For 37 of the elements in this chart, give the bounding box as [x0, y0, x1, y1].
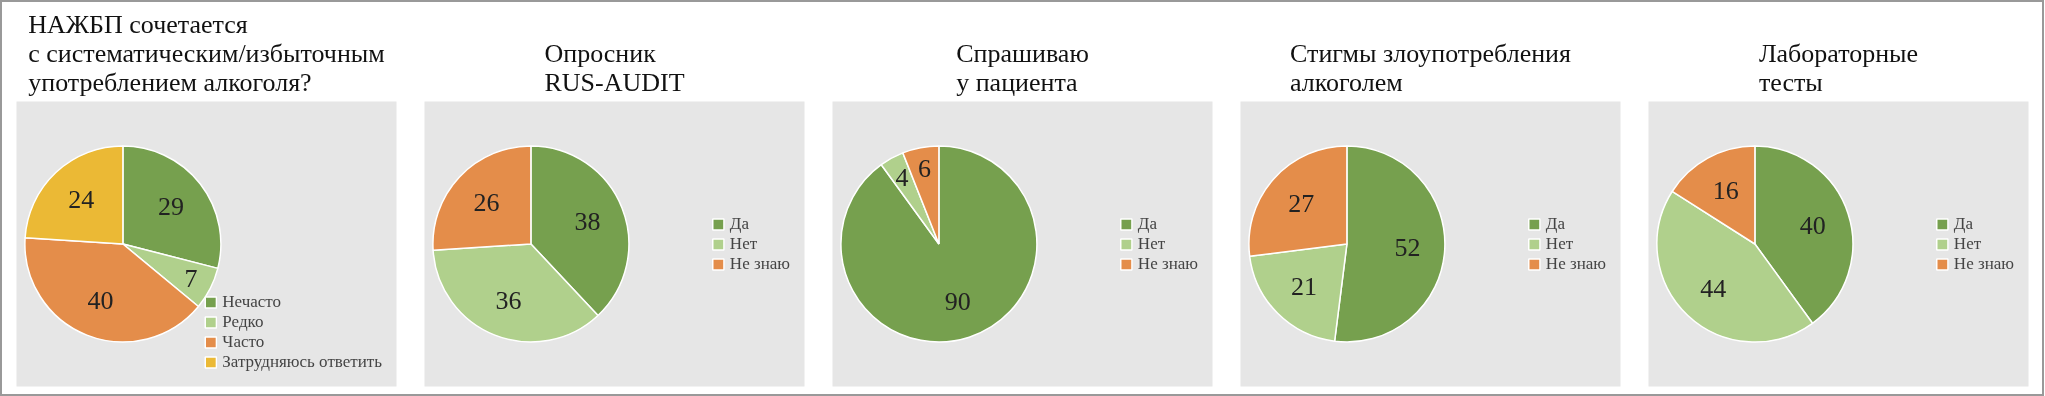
- legend-label: Да: [1953, 213, 1974, 234]
- legend-label: Часто: [222, 332, 265, 352]
- legend-label: Нет: [1137, 233, 1166, 254]
- data-label: 16: [1712, 176, 1739, 206]
- data-label: 21: [1290, 272, 1317, 302]
- legend-label: Не знаю: [1137, 253, 1198, 274]
- chart-title: Лабораторные тесты: [1758, 38, 1919, 97]
- data-label: 40: [87, 285, 114, 315]
- chart-title: Стигмы злоупотребления алкоголем: [1290, 38, 1572, 97]
- data-label: 24: [68, 185, 95, 215]
- legend-label: Нет: [1953, 233, 1982, 254]
- data-label: 27: [1288, 189, 1315, 219]
- data-label: 36: [495, 285, 522, 315]
- data-label: 40: [1799, 210, 1826, 240]
- legend-label: Затрудняюсь ответить: [222, 352, 382, 372]
- data-label: 38: [574, 207, 601, 237]
- legend-label: Нет: [729, 233, 758, 254]
- chart-title: НАЖБП сочетается с систематическим/избыточным употреблением алкоголя?: [28, 9, 385, 97]
- legend-label: Не знаю: [1545, 253, 1606, 274]
- legend-label: Редко: [222, 312, 264, 332]
- legend-label: Не знаю: [1953, 253, 2014, 274]
- legend-label: Нечасто: [222, 292, 282, 312]
- data-label: 90: [944, 287, 971, 317]
- data-label: 6: [918, 154, 932, 184]
- legend-label: Да: [1137, 213, 1158, 234]
- data-label: 4: [895, 162, 909, 192]
- legend-label: Нет: [1545, 233, 1574, 254]
- chart-title: Спрашиваю у пациента: [956, 38, 1089, 97]
- legend-label: Да: [1545, 213, 1566, 234]
- chart-title: Опросник RUS-AUDIT: [544, 38, 685, 97]
- data-label: 29: [157, 192, 184, 222]
- data-label: 52: [1394, 233, 1421, 263]
- legend-label: Да: [729, 213, 750, 234]
- data-label: 44: [1700, 273, 1727, 303]
- data-label: 26: [473, 187, 500, 217]
- legend-label: Не знаю: [729, 253, 790, 274]
- data-label: 7: [184, 264, 198, 294]
